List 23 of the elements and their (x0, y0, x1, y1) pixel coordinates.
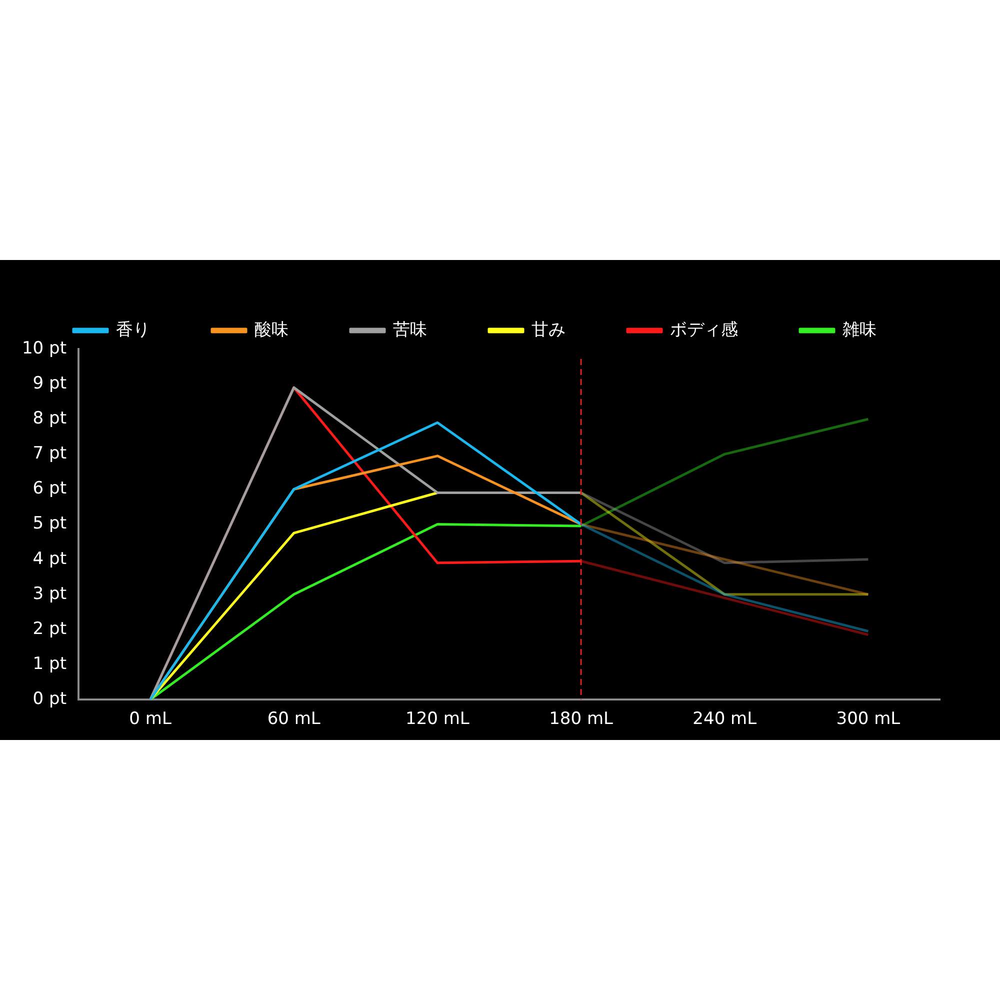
y-tick-label: 1 pt (32, 654, 67, 674)
x-tick-label: 240 mL (692, 709, 758, 730)
y-tick-label: 0 pt (32, 689, 67, 710)
x-tick-label: 0 mL (129, 709, 172, 730)
legend-label: 香り (116, 320, 150, 340)
y-tick-label: 4 pt (32, 548, 67, 569)
legend-label: 雑味 (842, 320, 876, 340)
y-tick-label: 10 pt (22, 338, 67, 358)
x-tick-label: 300 mL (836, 709, 901, 730)
x-tick-label: 180 mL (549, 709, 614, 730)
legend-label: 苦味 (393, 320, 427, 340)
x-tick-label: 60 mL (267, 709, 321, 730)
legend-label: 甘み (532, 320, 566, 340)
legend-label: 酸味 (254, 320, 288, 340)
y-tick-label: 3 pt (32, 584, 67, 604)
y-tick-label: 6 pt (32, 478, 67, 499)
y-tick-label: 5 pt (32, 514, 67, 534)
y-tick-label: 8 pt (32, 408, 67, 429)
y-tick-label: 9 pt (32, 373, 67, 394)
x-tick-label: 120 mL (406, 709, 470, 730)
legend-label: ボディ感 (670, 320, 738, 340)
y-tick-label: 2 pt (32, 618, 67, 639)
y-tick-label: 7 pt (32, 444, 67, 464)
